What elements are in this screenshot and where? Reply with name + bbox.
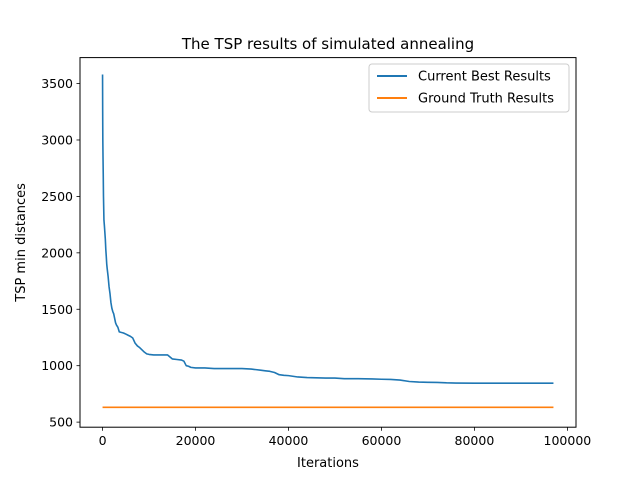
plot-frame bbox=[79, 57, 577, 428]
x-tick-label: 40000 bbox=[269, 433, 309, 448]
y-tick-label: 1500 bbox=[41, 302, 73, 317]
y-tick-label: 2000 bbox=[41, 245, 73, 260]
y-tick-label: 3500 bbox=[41, 76, 73, 91]
legend-box bbox=[368, 63, 570, 113]
x-tick-label: 80000 bbox=[455, 433, 495, 448]
x-tick-label: 60000 bbox=[362, 433, 402, 448]
x-tick-label: 20000 bbox=[176, 433, 216, 448]
y-tick-label: 2500 bbox=[41, 189, 73, 204]
y-tick-label: 500 bbox=[49, 415, 73, 430]
x-tick-label: 100000 bbox=[544, 433, 592, 448]
chart-title: The TSP results of simulated annealing bbox=[181, 35, 474, 53]
y-tick-label: 1000 bbox=[41, 358, 73, 373]
legend-label-current-best: Current Best Results bbox=[418, 70, 551, 85]
series-layer bbox=[101, 74, 554, 409]
y-tick-label: 3000 bbox=[41, 132, 73, 147]
plot-area bbox=[79, 57, 577, 428]
y-axis: 500 1000 1500 2000 2500 3000 3500 bbox=[41, 76, 80, 430]
x-axis: 0 20000 40000 60000 80000 100000 bbox=[99, 427, 592, 448]
x-axis-label: Iterations bbox=[297, 456, 359, 471]
y-axis-label: TSP min distances bbox=[14, 183, 29, 303]
legend: Current Best Results Ground Truth Result… bbox=[368, 63, 570, 113]
x-tick-label: 0 bbox=[99, 433, 107, 448]
legend-label-ground-truth: Ground Truth Results bbox=[418, 92, 554, 107]
current-best-results-line bbox=[101, 74, 554, 384]
